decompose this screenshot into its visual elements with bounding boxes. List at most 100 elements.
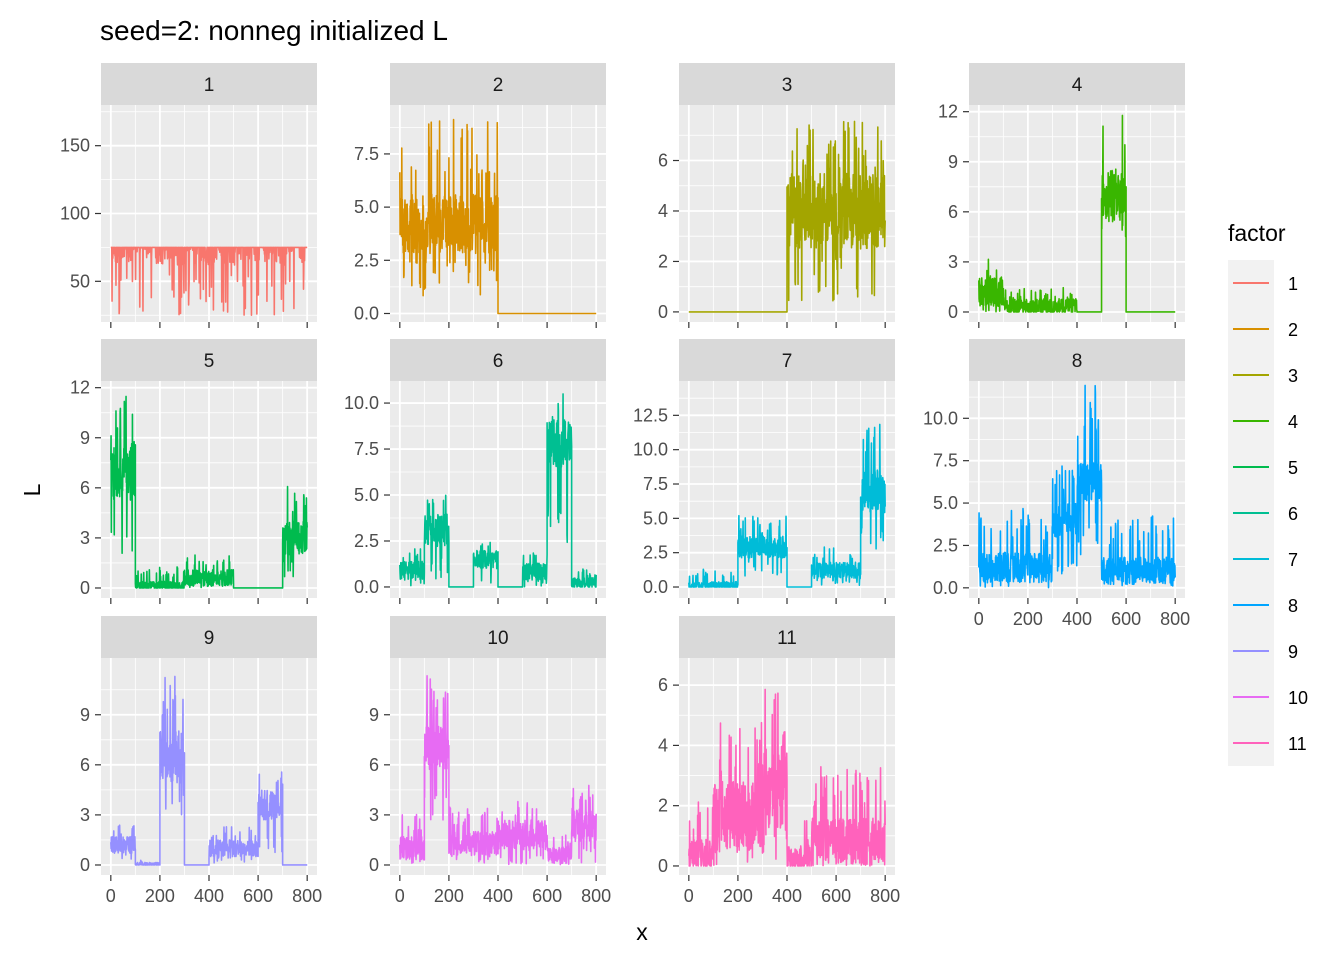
facet-strip-label: 6 bbox=[493, 351, 504, 372]
chart-title: seed=2: nonneg initialized L bbox=[100, 15, 448, 46]
y-tick-label: 0 bbox=[369, 855, 379, 875]
y-tick-label: 6 bbox=[658, 151, 668, 171]
y-tick-label: 4 bbox=[658, 735, 668, 755]
legend-label-5: 5 bbox=[1288, 458, 1298, 478]
facet-panel-8: 8 0.0 2.5 5.0 7.5 10.0 0 200 400 600 800 bbox=[923, 339, 1190, 629]
y-tick-label: 0 bbox=[80, 855, 90, 875]
x-tick-label: 800 bbox=[581, 886, 611, 906]
series-line-4 bbox=[978, 114, 1176, 313]
facet-strip bbox=[390, 339, 606, 381]
series-line-6 bbox=[399, 393, 597, 588]
y-tick-label: 6 bbox=[948, 202, 958, 222]
x-tick-label: 0 bbox=[684, 886, 694, 906]
x-tick-label: 600 bbox=[821, 886, 851, 906]
legend-label-6: 6 bbox=[1288, 504, 1298, 524]
series-line-11 bbox=[688, 688, 886, 867]
facet-strip bbox=[679, 63, 895, 105]
x-tick-label: 800 bbox=[1160, 609, 1190, 629]
y-tick-label: 3 bbox=[369, 805, 379, 825]
y-axis-title: L bbox=[19, 483, 45, 496]
y-tick-label: 0.0 bbox=[354, 303, 379, 323]
facet-strip-label: 1 bbox=[204, 75, 215, 96]
legend-label-3: 3 bbox=[1288, 366, 1298, 386]
y-tick-label: 9 bbox=[948, 152, 958, 172]
y-tick-label: 6 bbox=[658, 675, 668, 695]
x-tick-label: 0 bbox=[395, 886, 405, 906]
x-tick-label: 400 bbox=[483, 886, 513, 906]
series-line-10 bbox=[399, 674, 597, 866]
facet-strip bbox=[969, 339, 1185, 381]
y-tick-label: 2.5 bbox=[643, 543, 668, 563]
y-tick-label: 0 bbox=[80, 578, 90, 598]
y-tick-label: 6 bbox=[80, 755, 90, 775]
x-tick-label: 800 bbox=[292, 886, 322, 906]
y-tick-label: 5.0 bbox=[643, 508, 668, 528]
x-tick-label: 400 bbox=[1062, 609, 1092, 629]
y-tick-label: 9 bbox=[80, 428, 90, 448]
facet-strip bbox=[969, 63, 1185, 105]
series-line-2 bbox=[399, 118, 597, 315]
facet-panel-7: 7 0.0 2.5 5.0 7.5 10.0 12.5 bbox=[633, 339, 895, 604]
series-line-7 bbox=[688, 423, 886, 588]
y-tick-label: 50 bbox=[70, 271, 90, 291]
y-tick-label: 12 bbox=[938, 102, 958, 122]
facet-strip-label: 4 bbox=[1072, 75, 1083, 96]
x-tick-label: 200 bbox=[434, 886, 464, 906]
facet-panel-2: 2 0.0 2.5 5.0 7.5 bbox=[354, 63, 606, 328]
y-tick-label: 6 bbox=[80, 478, 90, 498]
x-tick-label: 600 bbox=[243, 886, 273, 906]
facet-panel-11: 11 0 2 4 6 0 200 400 600 800 bbox=[658, 616, 900, 906]
y-tick-label: 3 bbox=[948, 252, 958, 272]
x-axis-title: x bbox=[636, 919, 648, 945]
legend-label-8: 8 bbox=[1288, 596, 1298, 616]
facet-panel-4: 4 0 3 6 9 12 bbox=[938, 63, 1185, 328]
facet-strip-label: 10 bbox=[487, 628, 508, 649]
y-tick-label: 0.0 bbox=[643, 577, 668, 597]
y-tick-label: 5.0 bbox=[933, 493, 958, 513]
legend-label-7: 7 bbox=[1288, 550, 1298, 570]
y-tick-label: 9 bbox=[369, 705, 379, 725]
facet-strip-label: 3 bbox=[782, 75, 793, 96]
y-tick-label: 2 bbox=[658, 251, 668, 271]
y-tick-label: 3 bbox=[80, 528, 90, 548]
y-tick-label: 3 bbox=[80, 805, 90, 825]
series-line-8 bbox=[978, 384, 1176, 589]
legend-label-11: 11 bbox=[1288, 734, 1307, 754]
y-tick-label: 9 bbox=[80, 705, 90, 725]
x-tick-label: 0 bbox=[106, 886, 116, 906]
y-tick-label: 12 bbox=[70, 378, 90, 398]
facet-strip-label: 2 bbox=[493, 75, 504, 96]
facet-panel-3: 3 0 2 4 6 bbox=[658, 63, 895, 328]
facet-panel-9: 9 0 3 6 9 0 200 400 600 800 bbox=[80, 616, 322, 906]
facet-strip-label: 7 bbox=[782, 351, 793, 372]
x-tick-label: 200 bbox=[145, 886, 175, 906]
legend-label-2: 2 bbox=[1288, 320, 1298, 340]
y-tick-label: 0 bbox=[658, 856, 668, 876]
facet-strip bbox=[101, 63, 317, 105]
y-tick-label: 10.0 bbox=[633, 440, 668, 460]
y-tick-label: 2.5 bbox=[354, 250, 379, 270]
y-tick-label: 5.0 bbox=[354, 197, 379, 217]
x-tick-label: 200 bbox=[1013, 609, 1043, 629]
y-tick-label: 4 bbox=[658, 201, 668, 221]
series-line-9 bbox=[110, 675, 308, 866]
y-tick-label: 0.0 bbox=[354, 577, 379, 597]
y-tick-label: 0 bbox=[658, 302, 668, 322]
legend-label-4: 4 bbox=[1288, 412, 1298, 432]
legend-label-9: 9 bbox=[1288, 642, 1298, 662]
legend-label-1: 1 bbox=[1288, 274, 1298, 294]
facet-strip bbox=[390, 63, 606, 105]
facet-strip bbox=[679, 616, 895, 658]
y-tick-label: 7.5 bbox=[354, 144, 379, 164]
y-tick-label: 12.5 bbox=[633, 405, 668, 425]
x-tick-label: 600 bbox=[1111, 609, 1141, 629]
y-tick-label: 2 bbox=[658, 796, 668, 816]
y-tick-label: 10.0 bbox=[344, 393, 379, 413]
y-tick-label: 2.5 bbox=[933, 535, 958, 555]
legend-title: factor bbox=[1228, 220, 1286, 246]
x-tick-label: 800 bbox=[870, 886, 900, 906]
facet-strip-label: 11 bbox=[777, 628, 797, 649]
y-tick-label: 10.0 bbox=[923, 408, 958, 428]
facet-strip-label: 9 bbox=[204, 628, 215, 649]
